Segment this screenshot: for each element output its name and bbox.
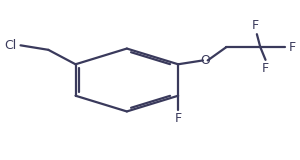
Text: F: F — [252, 19, 259, 32]
Text: F: F — [261, 62, 268, 75]
Text: F: F — [288, 41, 296, 54]
Text: O: O — [200, 54, 210, 67]
Text: F: F — [175, 112, 182, 125]
Text: Cl: Cl — [4, 39, 17, 52]
